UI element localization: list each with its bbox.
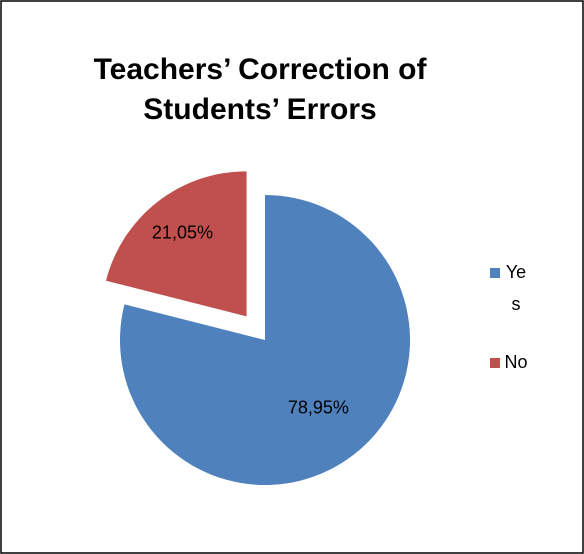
pie-slice [106, 171, 247, 317]
chart-title: Teachers’ Correction of Students’ Errors [93, 53, 427, 126]
legend-item: Yes [490, 262, 528, 320]
legend-label: No [504, 352, 528, 372]
data-label: 78,95% [288, 397, 349, 417]
data-label: 21,05% [152, 223, 213, 243]
pie-slice [120, 195, 411, 485]
legend-swatch [490, 358, 500, 368]
legend-item: No [490, 352, 528, 378]
legend-label: Yes [505, 262, 527, 314]
legend-swatch [490, 268, 500, 278]
